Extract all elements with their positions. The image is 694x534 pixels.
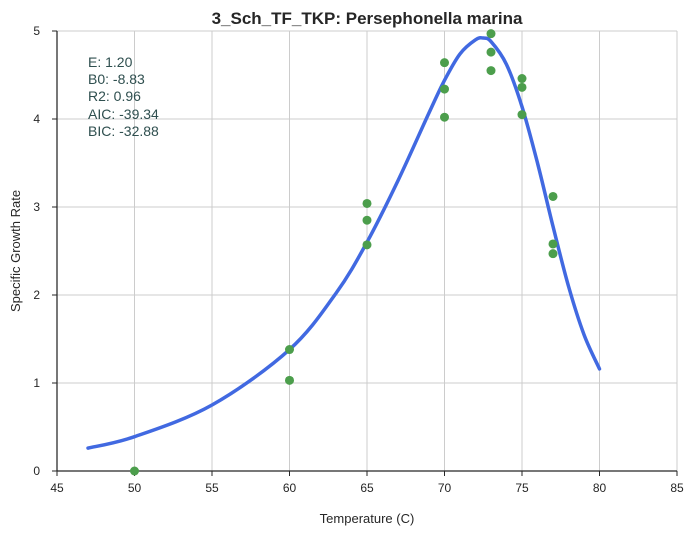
x-tick-label: 45 — [50, 481, 64, 495]
y-axis-title: Specific Growth Rate — [8, 190, 23, 312]
x-tick-label: 75 — [515, 481, 529, 495]
x-tick-label: 55 — [205, 481, 219, 495]
data-point — [548, 249, 558, 259]
data-point — [362, 198, 372, 208]
data-point — [362, 240, 372, 250]
data-point — [486, 47, 496, 57]
chart-title: 3_Sch_TF_TKP: Persephonella marina — [212, 9, 523, 28]
stat-aic: AIC: -39.34 — [88, 106, 159, 122]
grid — [57, 30, 678, 471]
x-tick-label: 85 — [670, 481, 684, 495]
data-point — [548, 191, 558, 201]
fit-curve-line — [86, 36, 602, 450]
data-point — [486, 66, 496, 76]
y-tick-label: 1 — [33, 376, 40, 390]
y-tick-label: 2 — [33, 288, 40, 302]
stat-bic: BIC: -32.88 — [88, 123, 159, 139]
x-axis-title: Temperature (C) — [320, 511, 415, 526]
x-tick-label: 70 — [438, 481, 452, 495]
y-tick-label: 0 — [33, 464, 40, 478]
data-point — [285, 375, 294, 385]
data-point — [517, 82, 527, 92]
fit-statistics: E: 1.20 B0: -8.83 R2: 0.96 AIC: -39.34 B… — [88, 54, 159, 139]
y-tick-label: 3 — [33, 200, 40, 214]
data-point — [440, 112, 449, 122]
data-point — [440, 84, 449, 94]
stat-b0: B0: -8.83 — [88, 71, 145, 87]
x-tick-label: 65 — [360, 481, 374, 495]
stat-e: E: 1.20 — [88, 54, 133, 70]
axes — [52, 30, 678, 476]
data-point — [285, 345, 294, 355]
y-tick-label: 5 — [33, 24, 40, 38]
data-point — [130, 466, 139, 476]
x-tick-label: 80 — [593, 481, 607, 495]
data-points — [130, 29, 558, 476]
data-point — [486, 29, 496, 39]
data-point — [517, 110, 527, 120]
stat-r2: R2: 0.96 — [88, 88, 141, 104]
data-point — [440, 58, 449, 68]
x-tick-label: 50 — [128, 481, 142, 495]
x-tick-label: 60 — [283, 481, 297, 495]
data-point — [362, 215, 372, 225]
data-point — [548, 239, 558, 249]
y-tick-label: 4 — [33, 112, 40, 126]
data-point — [517, 74, 527, 84]
